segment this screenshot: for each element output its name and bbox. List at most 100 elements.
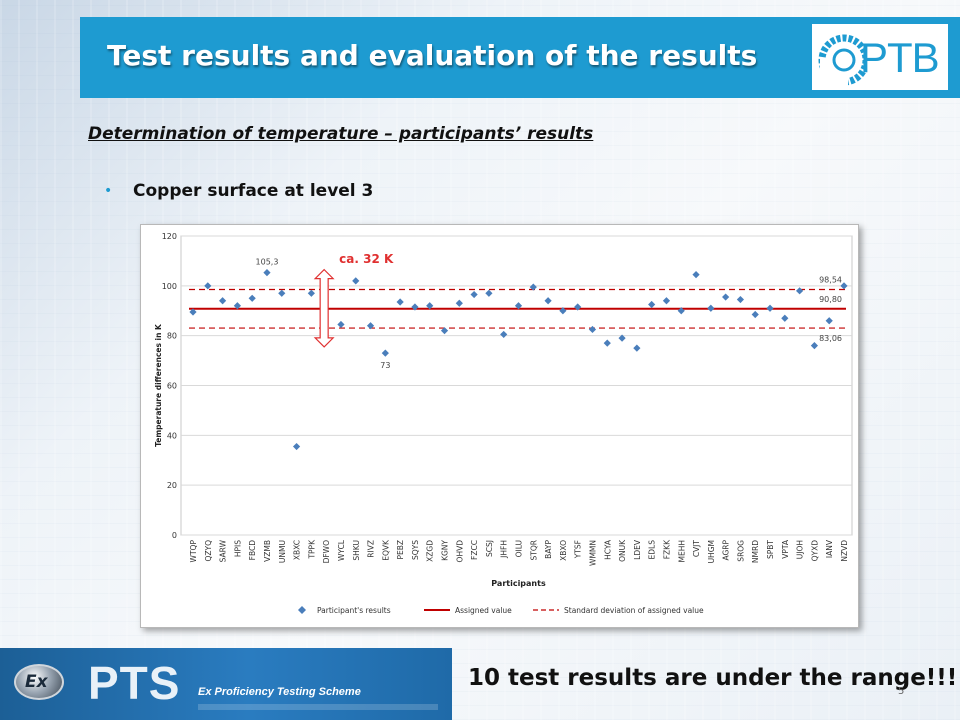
y-tick-label: 20 [167, 481, 177, 490]
x-tick-label: JHFH [500, 540, 509, 559]
caption-reflection [198, 704, 438, 710]
x-tick-label: DFWO [322, 540, 331, 564]
x-tick-label: SCSJ [485, 540, 494, 557]
data-point [455, 299, 463, 307]
x-tick-label: OHVD [455, 540, 464, 563]
data-point [470, 290, 478, 299]
x-tick-label: MEHH [677, 540, 686, 563]
ptb-emblem-icon [818, 34, 866, 88]
data-point [781, 314, 789, 322]
data-point [618, 334, 626, 342]
data-annotation: 98,54 [819, 275, 842, 284]
scatter-chart: 0 20 40 60 80 100 120 WTQP QZYQ SARW HPIS FBCD VZMB U… [154, 232, 853, 615]
x-tick-label: NMRD [751, 540, 760, 563]
legend-marker-participants [298, 606, 306, 614]
data-point [559, 307, 567, 315]
bullet-icon: • [104, 183, 113, 199]
x-tick-label: UJOH [796, 540, 805, 559]
footer-banner: Ex PTS Ex Proficiency Testing Scheme [0, 648, 452, 720]
x-tick-label: FBCD [248, 540, 257, 561]
x-tick-label: UNMU [278, 540, 287, 563]
data-point [677, 307, 685, 315]
data-point [337, 320, 345, 329]
x-tick-label: FZKK [662, 539, 671, 559]
data-point [426, 302, 434, 310]
x-tick-label: WMMN [588, 540, 597, 566]
data-point [278, 289, 286, 297]
data-point [796, 287, 804, 295]
data-annotation: ca. 32 K [339, 252, 394, 266]
data-point [736, 295, 745, 304]
x-tick-label: EQVK [381, 539, 390, 561]
data-point [485, 289, 493, 297]
data-point [500, 330, 508, 339]
ptb-logo-text: PTB [860, 34, 940, 81]
data-point [648, 300, 656, 309]
page-number: 5 [898, 686, 905, 697]
y-tick-label: 40 [167, 431, 177, 440]
x-tick-label: SROG [736, 540, 745, 562]
x-tick-label: STQR [529, 540, 538, 560]
data-point [722, 293, 730, 301]
x-tick-label: BAYP [544, 540, 553, 559]
x-tick-label: VPTA [781, 539, 790, 559]
data-point [263, 269, 271, 277]
data-annotation: 90,80 [819, 295, 842, 304]
x-tick-label: QZYQ [204, 540, 213, 562]
data-point [381, 349, 389, 357]
data-point [233, 302, 241, 310]
data-point [218, 297, 227, 305]
y-axis-title: Temperature differences in K [154, 323, 163, 447]
data-point [751, 310, 759, 319]
data-point [603, 339, 611, 347]
data-point [352, 277, 360, 285]
x-tick-label: UHGM [707, 540, 716, 563]
x-tick-label: QYXD [810, 540, 819, 562]
x-tick-label: YTSF [574, 540, 583, 559]
x-tick-label: XBXC [293, 540, 302, 560]
x-tick-label: XBXO [559, 540, 568, 561]
pts-logo-caption: Ex Proficiency Testing Scheme [198, 686, 361, 698]
x-tick-label: CVJT [692, 540, 701, 558]
data-point [514, 302, 523, 310]
data-annotation: 73 [380, 361, 390, 370]
data-point [411, 303, 419, 311]
y-tick-label: 120 [162, 232, 177, 241]
pts-logo-text: PTS [88, 657, 181, 709]
x-tick-label: SPBT [766, 540, 775, 559]
data-point [588, 325, 597, 334]
x-tick-label: NZVD [840, 540, 849, 562]
x-tick-label: XZGD [426, 540, 435, 562]
y-tick-label: 0 [172, 531, 177, 540]
legend-label-participants: Participant's results [317, 606, 391, 615]
data-point [307, 289, 315, 297]
slide-title: Test results and evaluation of the resul… [107, 39, 758, 72]
data-point [440, 327, 449, 335]
x-tick-label: OILU [515, 540, 524, 557]
data-point [707, 304, 715, 312]
x-tick-label: WTQP [189, 540, 198, 563]
data-point [204, 282, 212, 290]
x-tick-label: EDLS [648, 540, 657, 560]
data-point [692, 271, 700, 279]
y-tick-label: 60 [167, 382, 177, 391]
x-tick-label: HCYA [603, 539, 612, 560]
x-tick-label: SQYS [411, 540, 420, 560]
data-point [292, 442, 301, 451]
data-annotation: 83,06 [819, 334, 842, 343]
ptb-logo: PTB [810, 22, 950, 92]
y-tick-label: 80 [167, 332, 177, 341]
x-tick-label: AGRP [722, 540, 731, 561]
legend-label-assigned: Assigned value [455, 606, 512, 615]
x-tick-label: IANV [825, 539, 834, 558]
x-tick-label: HPIS [233, 540, 242, 557]
data-point [810, 342, 819, 350]
data-point [529, 283, 537, 291]
x-tick-label: VZMB [263, 540, 272, 562]
ex-logo-text: Ex [25, 672, 48, 692]
data-point [633, 344, 641, 352]
data-point [662, 297, 671, 305]
ex-logo-icon: Ex [14, 664, 64, 700]
x-tick-label: SHKU [352, 540, 361, 561]
chart-frame: 0 20 40 60 80 100 120 WTQP QZYQ SARW HPIS FBCD VZMB U… [140, 224, 859, 628]
